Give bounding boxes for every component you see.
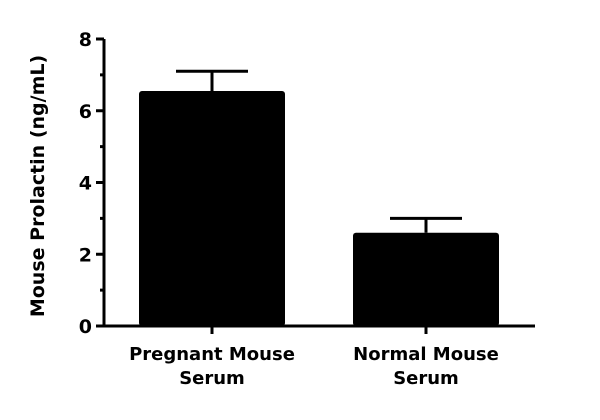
y-tick-label: 6 — [79, 101, 92, 123]
x-category-label: Serum — [393, 368, 459, 389]
y-tick-label: 0 — [79, 316, 92, 338]
x-category-label: Normal Mouse — [353, 344, 499, 365]
y-tick-label: 4 — [79, 173, 92, 195]
x-axis — [103, 324, 535, 334]
bar — [139, 91, 285, 326]
bars — [139, 69, 499, 326]
x-category-label: Serum — [179, 368, 245, 389]
y-tick-label: 8 — [79, 29, 92, 51]
bar — [353, 232, 499, 326]
x-category-label: Pregnant Mouse — [129, 344, 295, 365]
y-axis-title: Mouse Prolactin (ng/mL) — [27, 55, 49, 317]
y-axis: 0 2 4 6 8 — [79, 29, 106, 338]
y-tick-label: 2 — [79, 244, 92, 266]
category-labels: Pregnant Mouse Serum Normal Mouse Serum — [129, 344, 499, 389]
